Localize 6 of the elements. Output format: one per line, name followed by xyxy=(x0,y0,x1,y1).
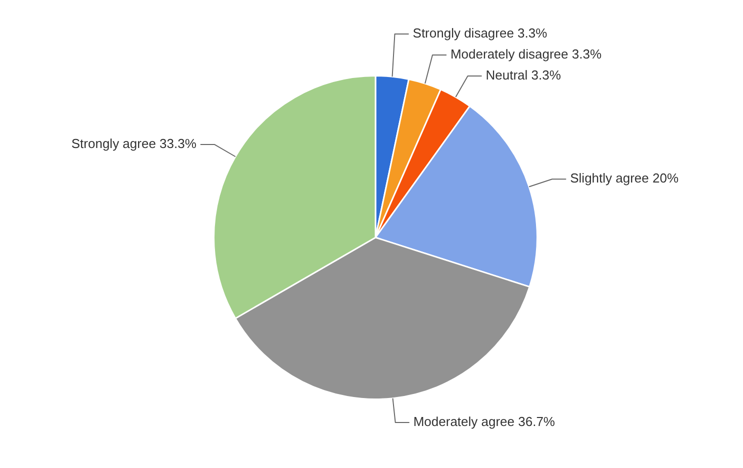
slice-label: Moderately disagree 3.3% xyxy=(450,46,602,62)
slice-label: Strongly disagree 3.3% xyxy=(412,26,548,41)
slice-label: Moderately agree 36.7% xyxy=(413,414,556,430)
slice-label: Neutral 3.3% xyxy=(486,68,562,83)
slice-label: Strongly agree 33.3% xyxy=(71,136,197,152)
slice-label: Slightly agree 20% xyxy=(570,170,679,186)
